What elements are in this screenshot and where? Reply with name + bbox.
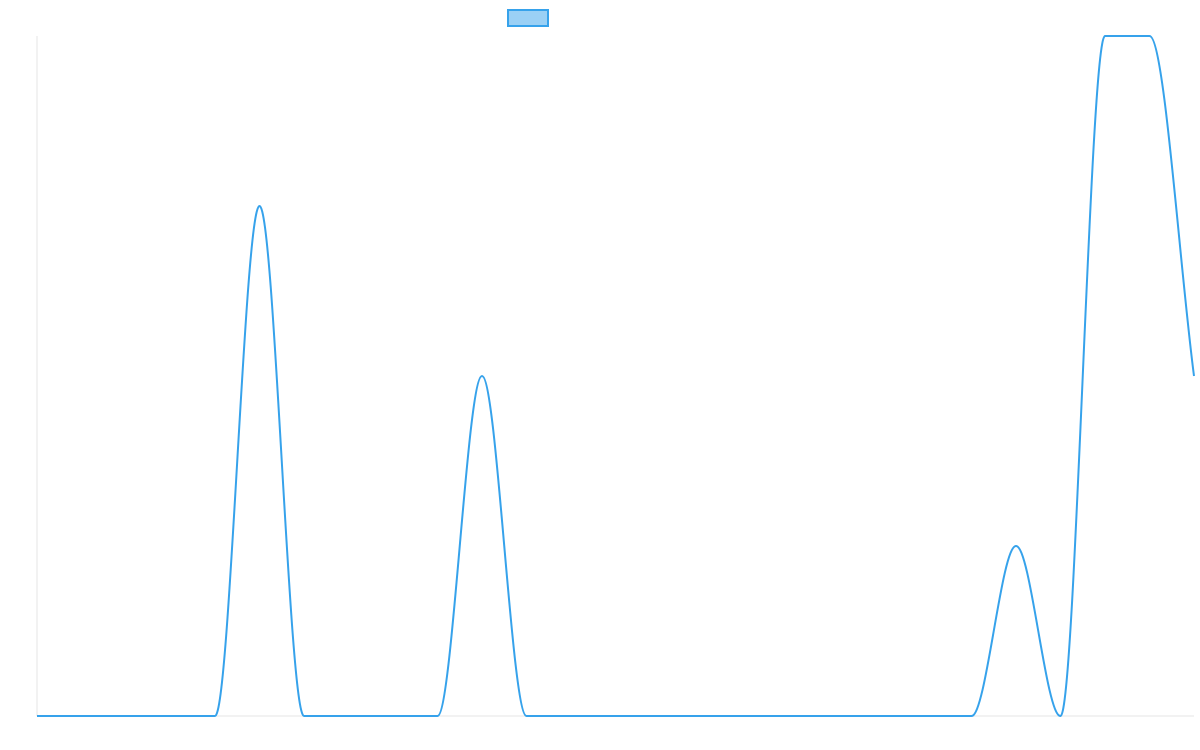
data-point[interactable] (613, 713, 619, 719)
data-point[interactable] (168, 713, 174, 719)
data-point[interactable] (746, 713, 752, 719)
data-point[interactable] (924, 713, 930, 719)
data-point[interactable] (212, 713, 218, 719)
data-point[interactable] (346, 713, 352, 719)
data-point[interactable] (79, 713, 85, 719)
data-point[interactable] (435, 713, 441, 719)
legend[interactable] (507, 9, 549, 27)
series-line (37, 35, 1195, 717)
data-point[interactable] (1102, 33, 1108, 39)
data-point[interactable] (1147, 33, 1153, 39)
data-point[interactable] (791, 713, 797, 719)
data-point[interactable] (390, 713, 396, 719)
data-point[interactable] (969, 713, 975, 719)
data-point[interactable] (1191, 373, 1197, 379)
data-point[interactable] (880, 713, 886, 719)
series-layer (34, 33, 1197, 719)
data-point[interactable] (257, 203, 263, 209)
data-point[interactable] (301, 713, 307, 719)
data-point[interactable] (657, 713, 663, 719)
data-point[interactable] (1058, 713, 1064, 719)
legend-marker[interactable] (507, 9, 549, 27)
data-point[interactable] (835, 713, 841, 719)
axes (36, 36, 1194, 717)
data-point[interactable] (524, 713, 530, 719)
data-point[interactable] (479, 373, 485, 379)
data-point[interactable] (34, 713, 40, 719)
data-point[interactable] (702, 713, 708, 719)
data-point[interactable] (568, 713, 574, 719)
data-point[interactable] (1013, 543, 1019, 549)
data-point[interactable] (123, 713, 129, 719)
